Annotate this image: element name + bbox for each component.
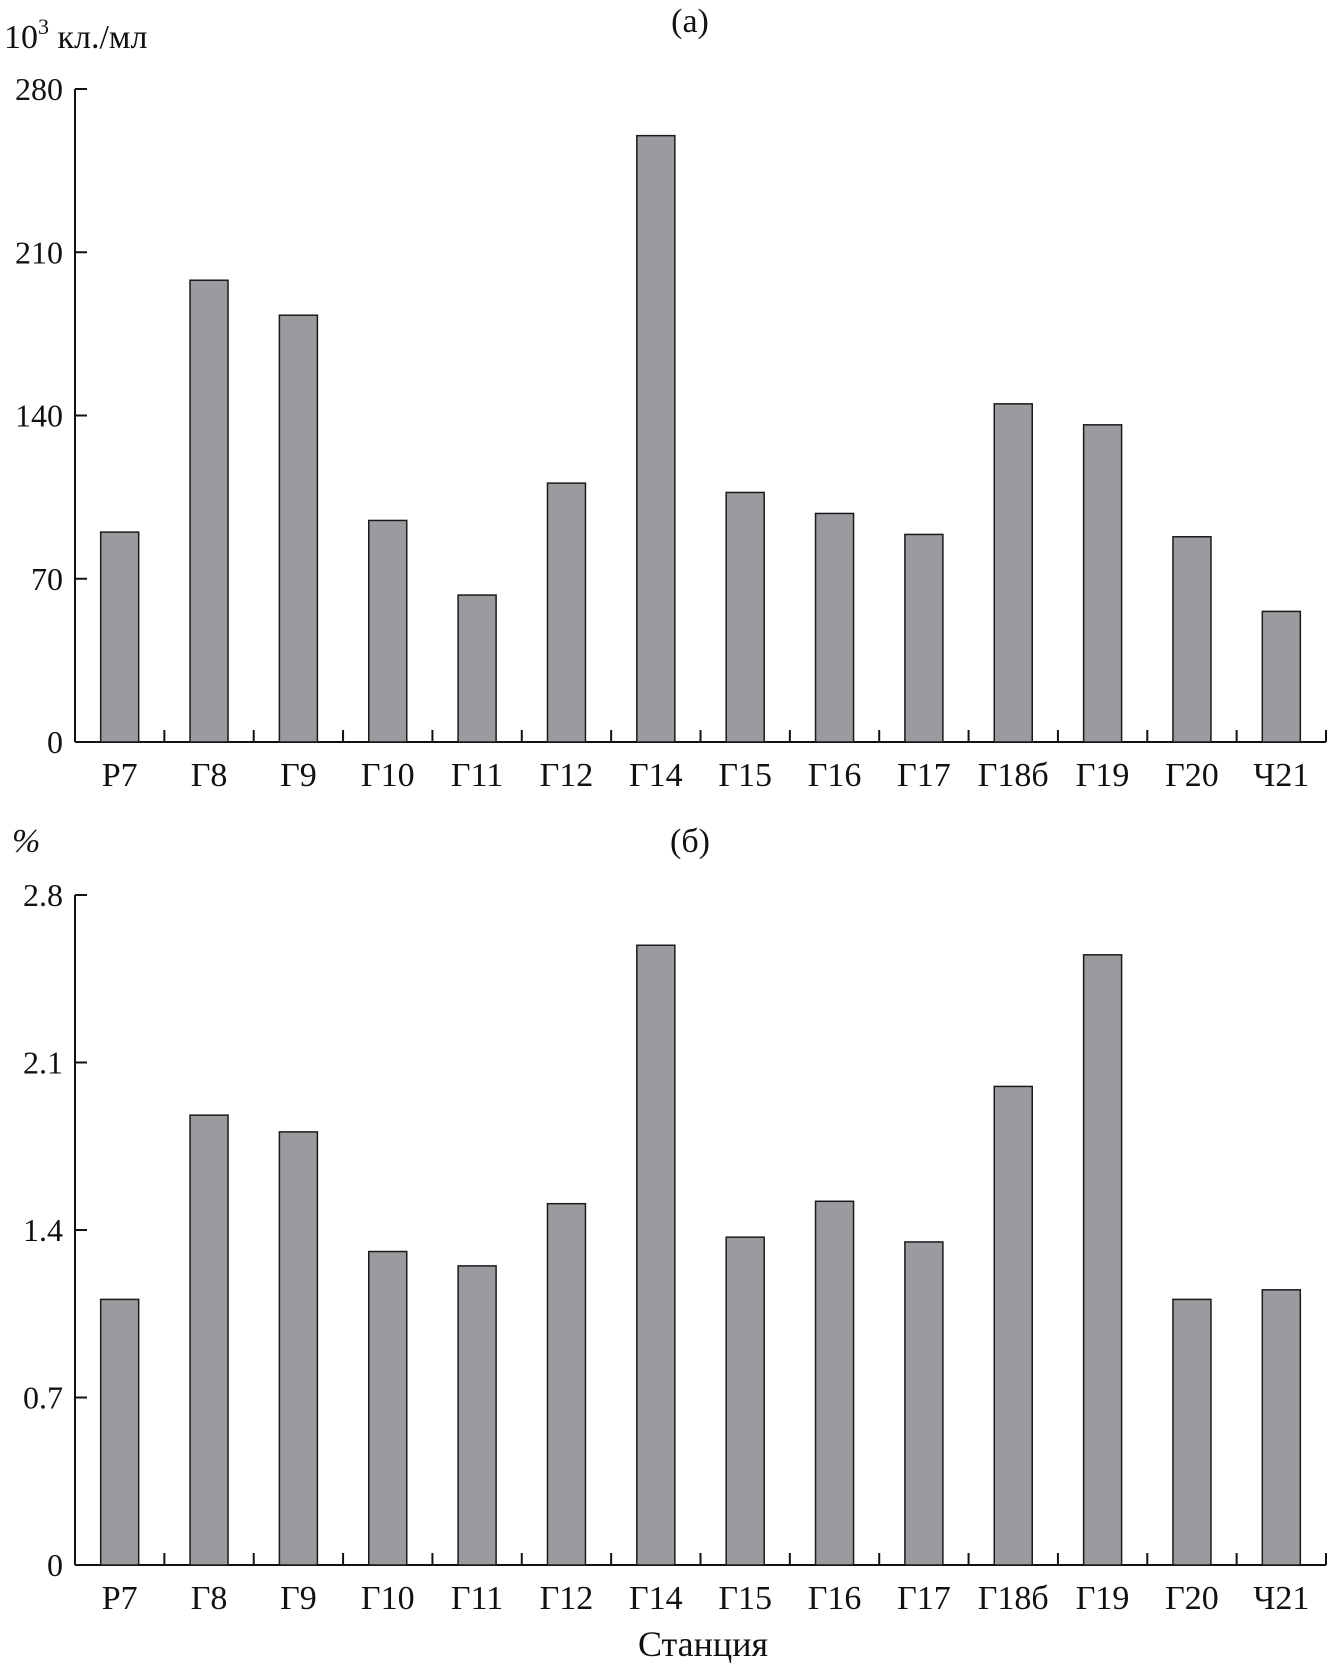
ylabel-unit: кл./мл [49, 19, 147, 56]
bar-Г10 [368, 1250, 408, 1566]
bar-Г8 [189, 1114, 229, 1566]
ylabel-exp: 3 [38, 14, 49, 39]
x-tick-label: Г10 [361, 1580, 415, 1617]
bar-Г19 [1082, 954, 1123, 1566]
panel-b-label: (б) [670, 823, 710, 860]
x-tick-label: Р7 [102, 1580, 138, 1617]
x-tick-label: Г15 [718, 757, 772, 794]
bar-Г9 [278, 314, 319, 743]
bar-Г12 [546, 482, 587, 743]
bar-Р7 [99, 531, 140, 743]
x-tick-label: Г19 [1076, 1580, 1130, 1617]
x-tick-label: Г18б [978, 757, 1049, 794]
x-axis-label: Станция [638, 1624, 768, 1664]
bar-Г20 [1172, 536, 1212, 743]
y-tick-label: 2.1 [23, 1045, 63, 1081]
x-tick-label: Г9 [280, 1580, 317, 1617]
bar-Г11 [457, 594, 497, 743]
panel-a: 0 70 140 210 280 Р7 Г8 Г9 Г10 Г11 Г12 Г14 Г15 Г16 Г17 Г… [15, 71, 1327, 794]
x-tick-label: Г12 [540, 757, 594, 794]
x-tick-label: Г16 [808, 1580, 862, 1617]
bar-Г17 [904, 533, 944, 743]
bar-Г9 [278, 1131, 319, 1566]
x-tick-label: Ч21 [1253, 1580, 1309, 1617]
bar-Г18б [993, 403, 1033, 743]
x-tick-label: Р7 [102, 757, 138, 794]
y-tick-label: 70 [31, 561, 63, 597]
bar-Г12 [546, 1202, 587, 1566]
x-tick-label: Г11 [451, 757, 503, 794]
x-tick-label: Г14 [629, 1580, 683, 1617]
bar-Г16 [814, 1200, 855, 1566]
x-tick-label: Г9 [280, 757, 317, 794]
bar-Г10 [368, 519, 408, 743]
bar-Г14 [636, 134, 676, 743]
x-tick-label: Г17 [897, 757, 951, 794]
panel-b: 0 0.7 1.4 2.1 2.8 Р7 Г8 Г9 Г10 Г11 Г12 Г14 Г15 Г16 Г17… [23, 877, 1327, 1617]
y-tick-label: 1.4 [23, 1212, 63, 1248]
x-tick-label: Г20 [1165, 757, 1219, 794]
bar-Р7 [99, 1298, 140, 1566]
bar-Г14 [636, 944, 676, 1566]
bar-Г15 [725, 491, 765, 743]
panel-a-label: (a) [671, 3, 709, 40]
x-tick-label: Г16 [808, 757, 862, 794]
y-tick-label: 0.7 [23, 1380, 63, 1416]
bar-Ч21 [1261, 610, 1302, 743]
x-tick-label: Г8 [191, 757, 228, 794]
ylabel-base: 10 [4, 19, 38, 56]
x-tick-label: Г8 [191, 1580, 228, 1617]
x-tick-label: Г12 [540, 1580, 594, 1617]
panel-b-ylabel: % [12, 823, 40, 860]
bar-Г15 [725, 1236, 765, 1566]
y-tick-label: 0 [47, 724, 63, 760]
bar-Г17 [904, 1241, 944, 1566]
x-tick-label: Г18б [978, 1580, 1049, 1617]
bar-Г11 [457, 1265, 497, 1566]
x-tick-label: Г15 [718, 1580, 772, 1617]
bar-Г8 [189, 279, 229, 743]
x-tick-label: Г20 [1165, 1580, 1219, 1617]
y-tick-label: 140 [15, 398, 63, 434]
x-tick-label: Г19 [1076, 757, 1130, 794]
bar-Г18б [993, 1085, 1033, 1566]
bar-Г19 [1082, 424, 1123, 743]
bar-Г16 [814, 512, 855, 743]
x-tick-label: Ч21 [1253, 757, 1309, 794]
x-tick-label: Г17 [897, 1580, 951, 1617]
x-tick-label: Г10 [361, 757, 415, 794]
y-tick-label: 280 [15, 71, 63, 107]
x-tick-label: Г11 [451, 1580, 503, 1617]
y-tick-label: 0 [47, 1547, 63, 1583]
y-tick-label: 2.8 [23, 877, 63, 913]
x-tick-label: Г14 [629, 757, 683, 794]
y-tick-label: 210 [15, 234, 63, 270]
bar-Ч21 [1261, 1289, 1302, 1566]
panel-a-ylabel: 103 кл./мл [4, 14, 147, 56]
bar-Г20 [1172, 1298, 1212, 1566]
